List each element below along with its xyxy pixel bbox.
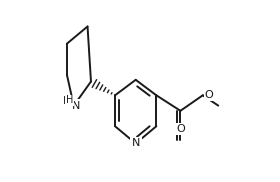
Text: N: N (132, 139, 140, 149)
Text: H: H (63, 96, 71, 106)
Text: N: N (72, 101, 80, 111)
Text: O: O (205, 90, 214, 100)
Text: O: O (176, 124, 185, 134)
Text: H: H (66, 96, 73, 105)
